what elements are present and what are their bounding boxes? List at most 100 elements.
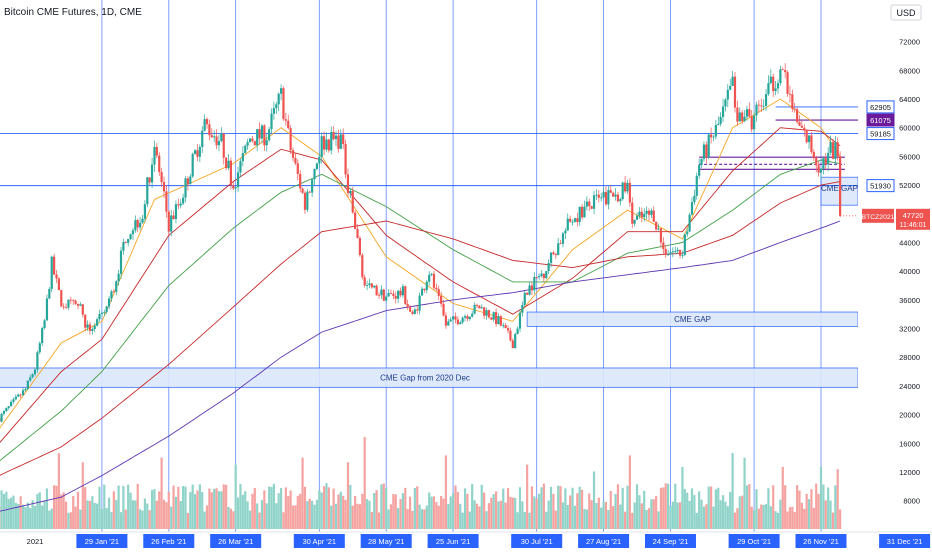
candle-body: [402, 286, 404, 295]
volume-bar: [24, 507, 26, 529]
candle-body: [132, 230, 134, 234]
candle-body: [548, 263, 550, 271]
volume-bar: [156, 501, 158, 529]
candle-body: [591, 206, 593, 209]
candle-body: [172, 216, 174, 220]
volume-bar: [364, 437, 366, 529]
volume-bar: [536, 499, 538, 529]
volume-bar: [399, 499, 401, 529]
volume-bar: [349, 485, 351, 529]
volume-bar: [249, 511, 251, 529]
candle-body: [822, 158, 824, 169]
candle-body: [230, 161, 232, 186]
candle-body: [278, 94, 280, 105]
candle-body: [34, 370, 36, 375]
candle-body: [89, 324, 91, 330]
candle-body: [251, 139, 253, 141]
volume-bar: [540, 487, 542, 529]
price-axis-tick-label: 64000: [899, 95, 920, 104]
candle-body: [514, 334, 516, 348]
candle-body: [206, 119, 208, 124]
volume-bar: [344, 500, 346, 529]
volume-bar: [182, 486, 184, 529]
volume-bar: [786, 511, 788, 529]
candle-body: [782, 69, 784, 70]
candle-body: [91, 329, 93, 331]
volume-bar: [827, 488, 829, 529]
candle-body: [0, 414, 2, 422]
candle-body: [653, 210, 655, 221]
volume-bar: [798, 491, 800, 529]
volume-bar: [301, 458, 303, 529]
time-axis-tick-label: 29 Oct '21: [737, 537, 771, 546]
candle-body: [495, 312, 497, 324]
volume-bar: [290, 490, 292, 529]
candle-body: [170, 216, 172, 232]
candle-body: [120, 251, 122, 274]
volume-bar: [483, 492, 485, 529]
candle-body: [419, 296, 421, 311]
price-axis-tick-label: 12000: [899, 468, 920, 477]
volume-bar: [225, 485, 227, 529]
volume-bar: [67, 513, 69, 529]
candle-body: [118, 274, 120, 282]
candle-body: [36, 352, 38, 369]
volume-bar: [12, 496, 14, 529]
candle-body: [700, 159, 702, 165]
volume-bar: [89, 501, 91, 529]
price-axis-tick-label: 32000: [899, 325, 920, 334]
candle-body: [820, 169, 822, 173]
candle-body: [717, 124, 719, 125]
volume-bar: [146, 503, 148, 529]
candle-body: [101, 313, 103, 314]
candle-body: [15, 397, 17, 400]
volume-bar: [294, 505, 296, 529]
volume-bar: [43, 501, 45, 529]
time-axis-tick-label: 25 Jun '21: [436, 537, 470, 546]
candle-body: [691, 202, 693, 215]
volume-bar: [813, 508, 815, 529]
candle-body: [184, 178, 186, 197]
currency-button-label[interactable]: USD: [896, 8, 916, 18]
volume-bar: [103, 485, 105, 529]
volume-bar: [137, 484, 139, 529]
volume-bar: [720, 500, 722, 529]
volume-bar: [273, 484, 275, 529]
candle-body: [77, 304, 79, 306]
volume-bar: [679, 502, 681, 529]
volume-bar: [337, 495, 339, 529]
currency-button[interactable]: USD: [891, 5, 921, 20]
volume-bar: [108, 498, 110, 529]
candle-body: [732, 77, 734, 86]
candle-body: [531, 285, 533, 290]
volume-bar: [497, 501, 499, 529]
volume-bar: [192, 485, 194, 529]
volume-bar: [727, 506, 729, 529]
volume-bar: [509, 497, 511, 529]
candle-body: [588, 202, 590, 207]
volume-bar: [818, 494, 820, 529]
volume-bar: [189, 492, 191, 529]
candle-body: [189, 176, 191, 184]
price-axis-background: [858, 0, 932, 532]
candle-body: [488, 310, 490, 317]
volume-bar: [445, 455, 447, 529]
candle-body: [543, 274, 545, 278]
volume-bar: [65, 502, 67, 529]
volume-bar: [60, 494, 62, 529]
volume-bar: [717, 488, 719, 529]
candle-body: [571, 222, 573, 223]
candle-body: [832, 142, 834, 159]
candle-body: [325, 140, 327, 150]
volume-bar: [794, 512, 796, 529]
candle-body: [576, 218, 578, 222]
candle-body: [593, 195, 595, 209]
volume-bar: [464, 488, 466, 529]
candle-body: [803, 128, 805, 130]
volume-bar: [91, 496, 93, 529]
candle-body: [8, 406, 10, 408]
candle-body: [545, 271, 547, 278]
volume-bar: [201, 492, 203, 529]
